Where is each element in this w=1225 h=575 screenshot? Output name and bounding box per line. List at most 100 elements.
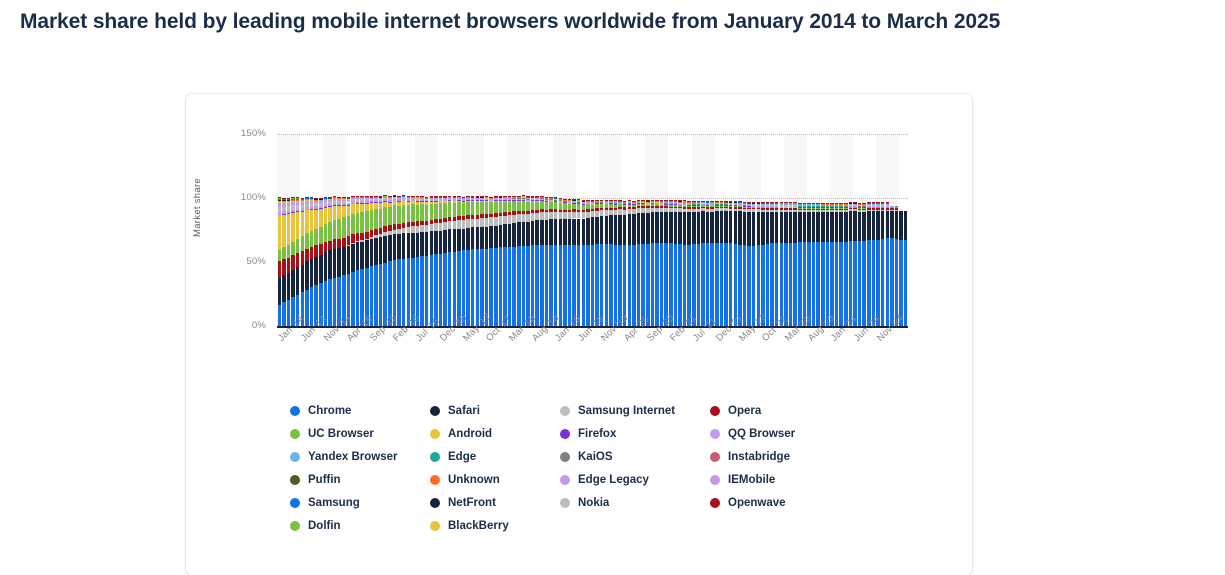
bar-column[interactable] xyxy=(622,134,627,326)
bar-column[interactable] xyxy=(489,134,493,326)
bar-column[interactable] xyxy=(480,134,484,326)
bar-column[interactable] xyxy=(636,134,641,326)
bar-column[interactable] xyxy=(457,134,461,326)
bar-column[interactable] xyxy=(447,134,452,326)
bar-column[interactable] xyxy=(664,134,668,326)
bar-column[interactable] xyxy=(452,134,457,326)
bar-column[interactable] xyxy=(719,134,724,326)
legend-item-blackberry[interactable]: BlackBerry xyxy=(430,514,560,537)
bar-column[interactable] xyxy=(765,134,770,326)
bar-column[interactable] xyxy=(599,134,604,326)
legend-item-uc-browser[interactable]: UC Browser xyxy=(290,422,430,445)
bar-column[interactable] xyxy=(724,134,728,326)
bar-column[interactable] xyxy=(420,134,424,326)
bar-column[interactable] xyxy=(415,134,420,326)
bar-column[interactable] xyxy=(788,134,793,326)
legend-item-qq-browser[interactable]: QQ Browser xyxy=(710,422,840,445)
bar-column[interactable] xyxy=(738,134,742,326)
bar-column[interactable] xyxy=(360,134,364,326)
bar-column[interactable] xyxy=(590,134,595,326)
legend-item-kaios[interactable]: KaiOS xyxy=(560,445,710,468)
bar-column[interactable] xyxy=(871,134,876,326)
bar-column[interactable] xyxy=(848,134,853,326)
bar-column[interactable] xyxy=(309,134,314,326)
legend-item-puffin[interactable]: Puffin xyxy=(290,468,430,491)
bar-column[interactable] xyxy=(319,134,323,326)
bar-column[interactable] xyxy=(512,134,516,326)
legend-item-samsung-internet[interactable]: Samsung Internet xyxy=(560,399,710,422)
bar-column[interactable] xyxy=(862,134,866,326)
bar-column[interactable] xyxy=(885,134,890,326)
bar-column[interactable] xyxy=(728,134,733,326)
bar-column[interactable] xyxy=(876,134,880,326)
legend-item-nokia[interactable]: Nokia xyxy=(560,491,710,514)
bar-column[interactable] xyxy=(682,134,687,326)
bar-column[interactable] xyxy=(540,134,544,326)
bar-column[interactable] xyxy=(604,134,609,326)
bar-column[interactable] xyxy=(572,134,576,326)
bar-column[interactable] xyxy=(305,134,309,326)
bar-column[interactable] xyxy=(498,134,503,326)
bar-column[interactable] xyxy=(880,134,885,326)
bar-column[interactable] xyxy=(517,134,521,326)
bar-column[interactable] xyxy=(802,134,807,326)
bar-column[interactable] xyxy=(701,134,705,326)
bar-column[interactable] xyxy=(890,134,894,326)
bar-column[interactable] xyxy=(853,134,857,326)
bar-column[interactable] xyxy=(839,134,843,326)
bar-column[interactable] xyxy=(342,134,346,326)
bar-column[interactable] xyxy=(821,134,825,326)
bar-column[interactable] xyxy=(618,134,622,326)
bar-column[interactable] xyxy=(632,134,636,326)
bar-column[interactable] xyxy=(678,134,682,326)
legend-item-samsung[interactable]: Samsung xyxy=(290,491,430,514)
bar-column[interactable] xyxy=(673,134,678,326)
bar-column[interactable] xyxy=(494,134,498,326)
bar-column[interactable] xyxy=(530,134,535,326)
legend-item-netfront[interactable]: NetFront xyxy=(430,491,560,514)
bar-column[interactable] xyxy=(807,134,811,326)
bar-column[interactable] xyxy=(595,134,599,326)
legend-item-safari[interactable]: Safari xyxy=(430,399,560,422)
bar-column[interactable] xyxy=(286,134,291,326)
bar-column[interactable] xyxy=(365,134,369,326)
legend-item-android[interactable]: Android xyxy=(430,422,560,445)
bar-column[interactable] xyxy=(434,134,438,326)
bar-column[interactable] xyxy=(388,134,392,326)
bar-column[interactable] xyxy=(609,134,613,326)
bar-column[interactable] xyxy=(857,134,862,326)
bar-column[interactable] xyxy=(535,134,539,326)
bar-column[interactable] xyxy=(576,134,581,326)
bar-column[interactable] xyxy=(507,134,512,326)
bar-column[interactable] xyxy=(549,134,553,326)
bar-column[interactable] xyxy=(774,134,779,326)
bar-column[interactable] xyxy=(567,134,572,326)
bar-column[interactable] xyxy=(692,134,696,326)
bar-column[interactable] xyxy=(337,134,341,326)
bar-column[interactable] xyxy=(277,134,282,326)
bar-column[interactable] xyxy=(650,134,655,326)
bar-column[interactable] xyxy=(374,134,378,326)
bar-column[interactable] xyxy=(332,134,337,326)
bar-column[interactable] xyxy=(295,134,300,326)
bar-column[interactable] xyxy=(784,134,788,326)
bar-column[interactable] xyxy=(715,134,719,326)
bar-column[interactable] xyxy=(411,134,415,326)
bar-column[interactable] xyxy=(383,134,387,326)
bar-column[interactable] xyxy=(816,134,820,326)
bar-column[interactable] xyxy=(646,134,650,326)
bar-column[interactable] xyxy=(466,134,470,326)
bar-column[interactable] xyxy=(323,134,328,326)
bar-column[interactable] xyxy=(314,134,318,326)
bar-column[interactable] xyxy=(300,134,305,326)
bar-column[interactable] xyxy=(696,134,701,326)
bar-column[interactable] xyxy=(282,134,286,326)
bar-column[interactable] xyxy=(526,134,530,326)
bar-column[interactable] xyxy=(406,134,410,326)
bar-column[interactable] xyxy=(475,134,480,326)
bar-column[interactable] xyxy=(710,134,714,326)
bar-column[interactable] xyxy=(558,134,562,326)
bar-column[interactable] xyxy=(894,134,899,326)
bar-column[interactable] xyxy=(443,134,447,326)
bar-column[interactable] xyxy=(470,134,475,326)
